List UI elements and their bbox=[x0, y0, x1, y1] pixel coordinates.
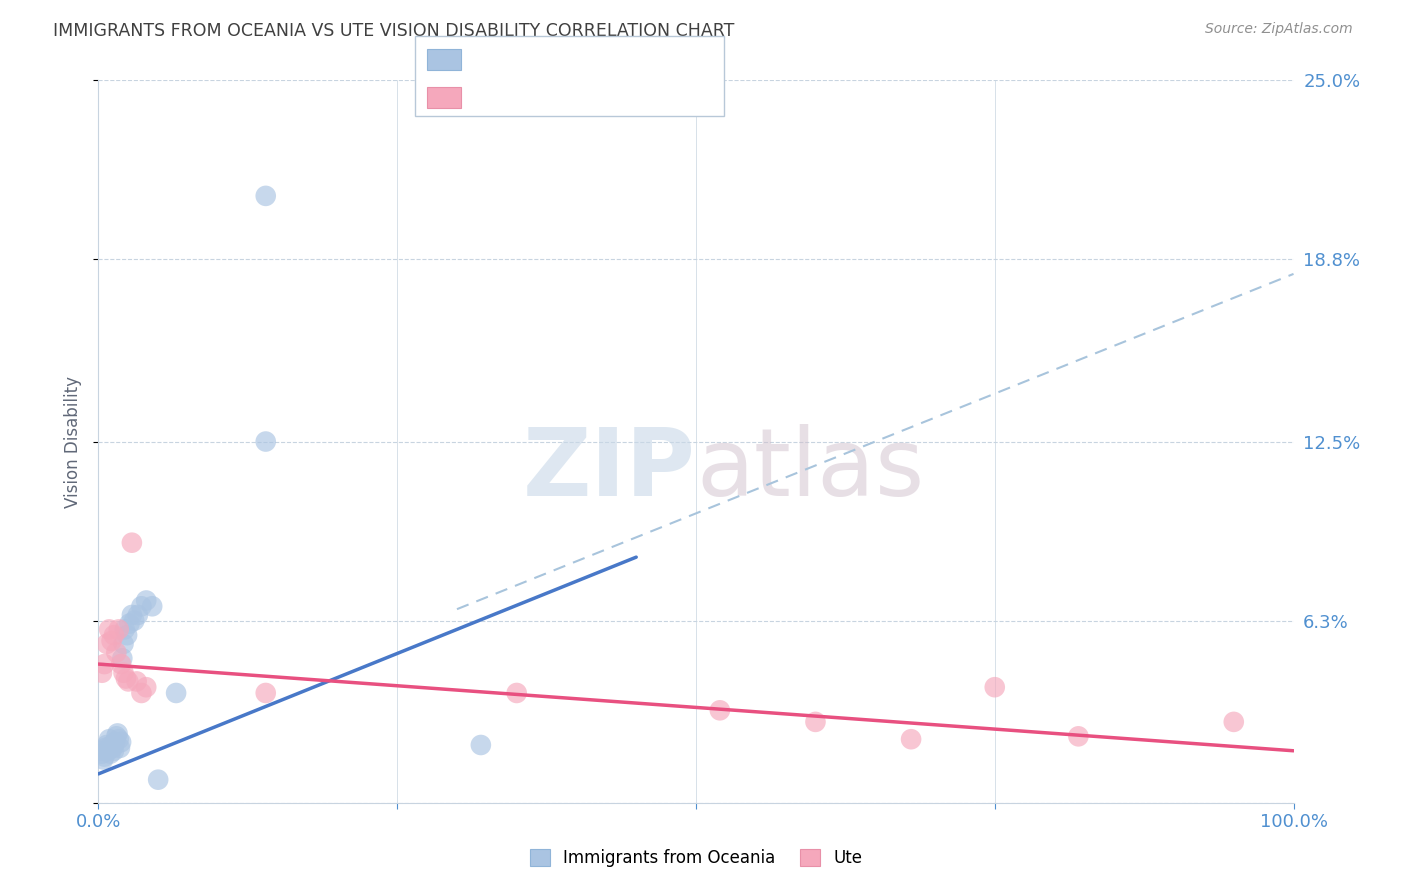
Text: R =: R = bbox=[468, 49, 499, 67]
Point bbox=[470, 738, 492, 752]
Point bbox=[254, 189, 277, 203]
Point bbox=[125, 674, 148, 689]
Point bbox=[91, 665, 114, 680]
Y-axis label: Vision Disability: Vision Disability bbox=[65, 376, 83, 508]
Text: N =: N = bbox=[569, 87, 600, 105]
Point bbox=[1223, 714, 1246, 729]
Point bbox=[105, 646, 128, 660]
Point bbox=[1067, 729, 1090, 743]
Point bbox=[101, 740, 124, 755]
Point bbox=[131, 599, 153, 614]
Point bbox=[107, 732, 129, 747]
Point bbox=[110, 735, 132, 749]
Text: N =: N = bbox=[569, 49, 600, 67]
Point bbox=[96, 738, 118, 752]
Point bbox=[100, 634, 122, 648]
Point bbox=[100, 738, 122, 752]
Point bbox=[135, 680, 157, 694]
Text: -0.323: -0.323 bbox=[516, 87, 581, 105]
Point bbox=[108, 740, 131, 755]
Point bbox=[105, 729, 128, 743]
Point bbox=[98, 747, 122, 761]
Legend: Immigrants from Oceania, Ute: Immigrants from Oceania, Ute bbox=[523, 842, 869, 874]
Point bbox=[254, 686, 277, 700]
Point bbox=[506, 686, 529, 700]
Point bbox=[804, 714, 827, 729]
Point bbox=[103, 744, 125, 758]
Point bbox=[98, 623, 121, 637]
Point bbox=[97, 744, 120, 758]
Point bbox=[141, 599, 163, 614]
Point bbox=[121, 535, 143, 549]
Point bbox=[117, 674, 139, 689]
Point bbox=[112, 637, 135, 651]
Point bbox=[90, 744, 112, 758]
Point bbox=[114, 623, 136, 637]
Point bbox=[103, 628, 125, 642]
Point bbox=[112, 665, 135, 680]
Point bbox=[91, 747, 114, 761]
Point bbox=[107, 623, 129, 637]
Point bbox=[115, 672, 138, 686]
Point bbox=[110, 657, 132, 671]
Point bbox=[118, 616, 141, 631]
Point bbox=[127, 607, 149, 622]
Point bbox=[96, 637, 118, 651]
Point bbox=[93, 657, 115, 671]
Text: ZIP: ZIP bbox=[523, 425, 696, 516]
Point bbox=[124, 614, 146, 628]
Text: atlas: atlas bbox=[696, 425, 924, 516]
Text: 0.261: 0.261 bbox=[516, 49, 572, 67]
Point bbox=[111, 651, 134, 665]
Point bbox=[104, 735, 127, 749]
Text: 34: 34 bbox=[616, 49, 641, 67]
Point bbox=[709, 703, 731, 717]
Point bbox=[148, 772, 170, 787]
Point bbox=[254, 434, 277, 449]
Point bbox=[135, 593, 157, 607]
Point bbox=[93, 749, 115, 764]
Point bbox=[98, 732, 121, 747]
Point bbox=[984, 680, 1007, 694]
Text: IMMIGRANTS FROM OCEANIA VS UTE VISION DISABILITY CORRELATION CHART: IMMIGRANTS FROM OCEANIA VS UTE VISION DI… bbox=[53, 22, 735, 40]
Point bbox=[107, 726, 129, 740]
Point bbox=[121, 607, 143, 622]
Text: R =: R = bbox=[468, 87, 499, 105]
Point bbox=[900, 732, 922, 747]
Point bbox=[115, 628, 138, 642]
Point bbox=[94, 740, 117, 755]
Point bbox=[131, 686, 153, 700]
Point bbox=[91, 752, 114, 766]
Text: Source: ZipAtlas.com: Source: ZipAtlas.com bbox=[1205, 22, 1353, 37]
Point bbox=[165, 686, 187, 700]
Text: 24: 24 bbox=[616, 87, 641, 105]
